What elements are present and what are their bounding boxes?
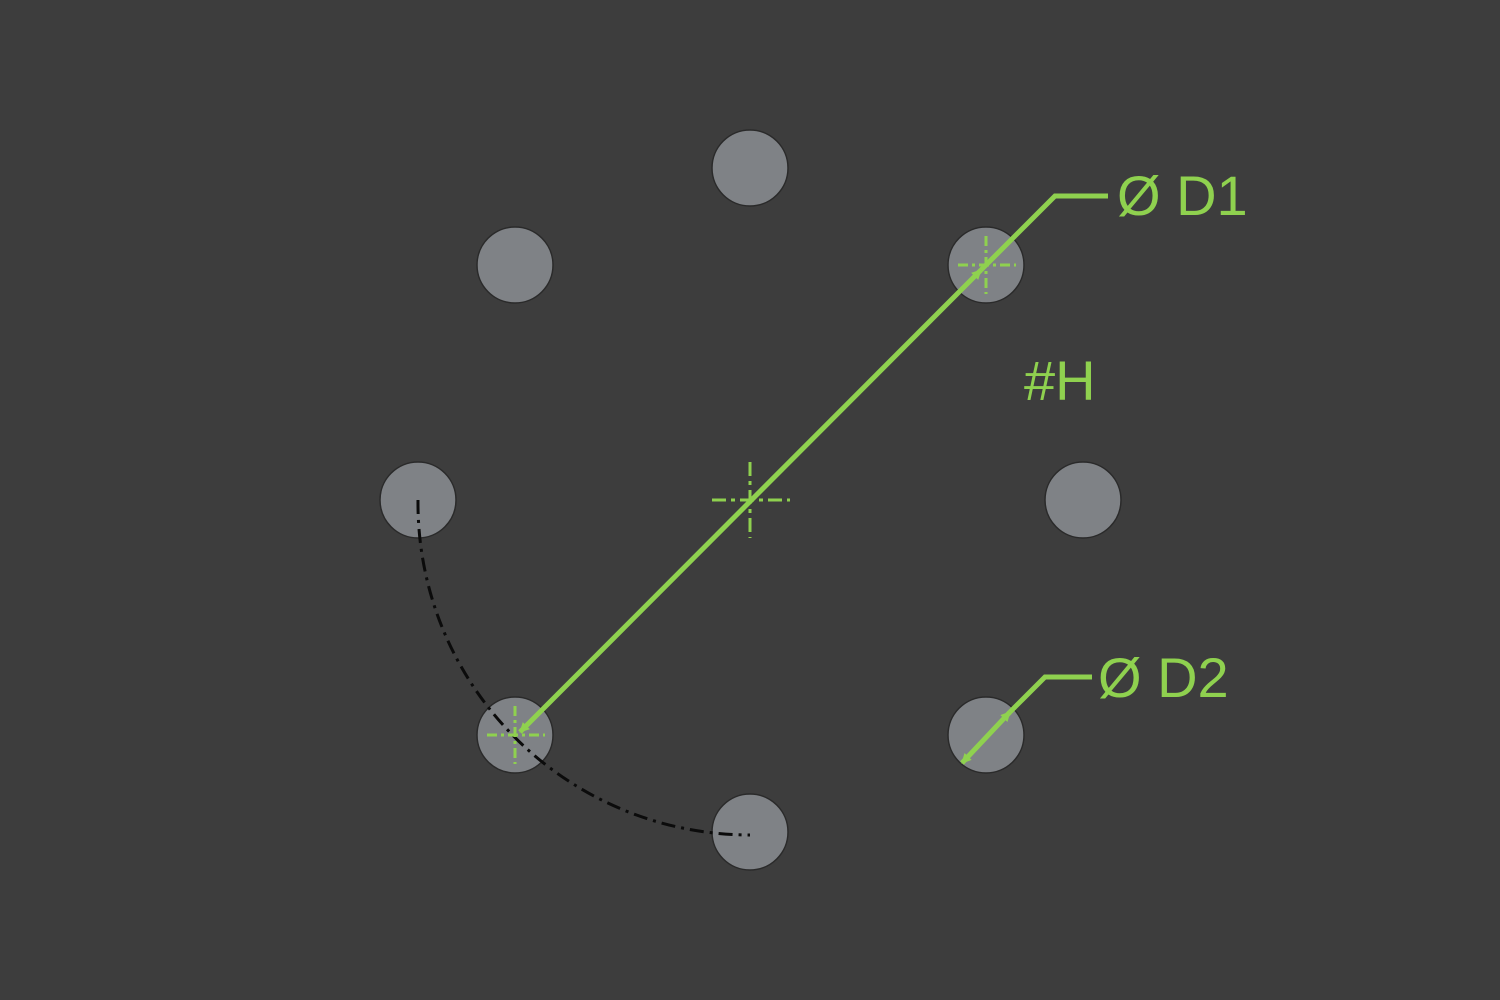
hole-count-label: #H: [1024, 349, 1096, 412]
center-mark-hole-bottom-left: [487, 706, 545, 764]
dimension-line-d1: [518, 268, 983, 734]
bolt-hole: [711, 793, 789, 871]
bolt-circle-diameter-dimension: Ø D1: [518, 164, 1248, 734]
leader-line-d1: [979, 193, 1108, 272]
bolt-hole: [711, 129, 789, 207]
bolt-hole: [1044, 461, 1122, 539]
leader-line-d2: [1008, 674, 1092, 714]
bolt-circle-diameter-label: Ø D1: [1117, 164, 1248, 227]
bolt-hole: [476, 226, 554, 304]
hole-diameter-label: Ø D2: [1098, 646, 1229, 709]
dimension-line-d2: [960, 710, 1012, 765]
hole-diameter-dimension: Ø D2: [960, 646, 1229, 765]
